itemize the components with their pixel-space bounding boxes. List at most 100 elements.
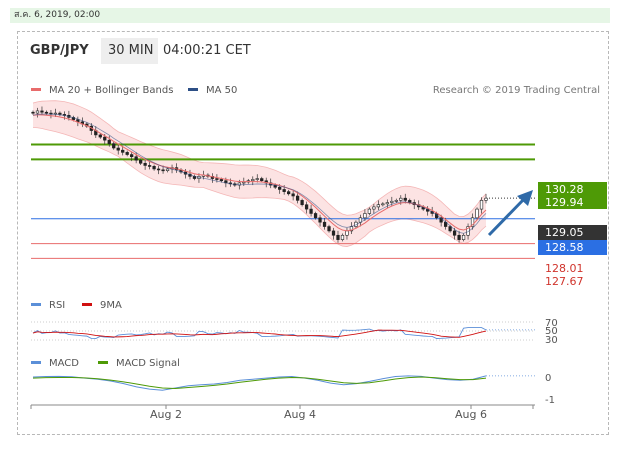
candle-body	[372, 206, 376, 210]
candle-body	[385, 202, 389, 205]
candle-body	[103, 136, 107, 141]
candle-body	[313, 213, 318, 219]
candle-body	[304, 204, 309, 210]
macd-line	[32, 375, 487, 391]
candle-body	[278, 186, 282, 190]
candle-body	[219, 179, 224, 182]
s1-label-bg	[538, 240, 607, 255]
legend-macd-signal-swatch	[98, 361, 108, 364]
legend-ma20-swatch	[31, 88, 41, 91]
candle-body	[381, 203, 385, 206]
legend-ma50-label: MA 50	[206, 85, 237, 96]
candle-body	[156, 168, 161, 171]
candle-body	[251, 179, 255, 182]
rsi-70-label: 70	[545, 318, 558, 329]
candle-body	[376, 204, 380, 208]
legend-rsi-label: RSI	[49, 300, 65, 311]
candle-body	[58, 112, 62, 115]
datetime-bar: ส.ค. 6, 2019, 02:00	[10, 8, 610, 23]
candle-body	[448, 226, 452, 232]
candle-body	[399, 197, 403, 201]
candle-body	[139, 159, 143, 164]
legend-macd-swatch	[31, 361, 41, 364]
candle-body	[336, 234, 340, 240]
candle-body	[134, 156, 138, 161]
candle-body	[107, 139, 111, 144]
candle-body	[452, 230, 457, 236]
candle-body	[161, 169, 165, 172]
rsi-line	[32, 327, 487, 339]
s3-label: 127.67	[545, 275, 584, 288]
candle-body	[345, 230, 349, 236]
candle-body	[475, 208, 479, 219]
r1-label-bg	[538, 182, 607, 196]
candle-body	[152, 166, 156, 170]
candle-body	[331, 230, 336, 236]
candle-body	[403, 197, 407, 201]
legend-ma50-swatch	[188, 88, 198, 91]
candle-body	[282, 189, 286, 192]
candle-body	[327, 226, 331, 232]
macd-neg1-label: -1	[545, 395, 555, 406]
time-label: 04:00:21 CET	[163, 43, 251, 58]
candle-body	[394, 200, 398, 202]
legend-macd-signal-label: MACD Signal	[116, 358, 180, 369]
candle-body	[44, 111, 49, 114]
candle-body	[309, 208, 313, 214]
candle-body	[461, 234, 466, 240]
candle-body	[242, 181, 246, 184]
interval-box	[101, 38, 158, 64]
x-ticks: Aug 2 Aug 4 Aug 6	[30, 405, 534, 421]
r2-label: 129.94	[545, 196, 584, 209]
candle-body	[130, 154, 134, 158]
candle-body	[260, 178, 264, 182]
pivot-label: 129.05	[545, 226, 584, 239]
legend-macd-label: MACD	[49, 358, 79, 369]
candle-body	[35, 110, 40, 114]
candle-body	[300, 200, 304, 206]
legend-9ma-swatch	[82, 303, 92, 306]
legend-ma20-label: MA 20 + Bollinger Bands	[49, 85, 173, 96]
candle-body	[98, 134, 102, 138]
candle-body	[31, 111, 35, 114]
candle-body	[295, 195, 300, 201]
x-tick-label: Aug 6	[455, 408, 487, 421]
bollinger-upper	[32, 100, 487, 217]
candle-body	[457, 234, 461, 240]
ma50-line	[32, 113, 487, 234]
candle-body	[116, 147, 120, 151]
s2-label: 128.01	[545, 262, 584, 275]
candle-body	[340, 234, 345, 240]
legend-9ma-label: 9MA	[100, 300, 122, 311]
candle-body	[147, 165, 152, 167]
r2-label-bg	[538, 195, 607, 209]
candle-body	[121, 149, 125, 153]
bollinger-bands	[32, 100, 487, 247]
candle-body	[484, 197, 488, 201]
legend-rsi-swatch	[31, 303, 41, 306]
bollinger-lower	[32, 127, 487, 247]
candle-body	[112, 143, 116, 149]
forecast-arrow-head	[517, 190, 533, 206]
candle-body	[255, 178, 259, 180]
macd-signal-line	[32, 376, 487, 389]
candle-body	[390, 200, 394, 203]
candle-body	[322, 221, 327, 227]
candle-body	[367, 208, 372, 214]
candle-body	[479, 200, 484, 210]
chart-frame	[17, 31, 609, 435]
candle-body	[40, 110, 44, 113]
candle-body	[363, 213, 367, 219]
macd-0-label: 0	[545, 373, 551, 384]
pivot-label-bg	[538, 225, 607, 240]
x-tick-label: Aug 2	[150, 408, 182, 421]
candle-body	[125, 152, 129, 155]
candle-body	[287, 191, 291, 195]
candle-body	[318, 217, 322, 223]
credit-label: Research © 2019 Trading Central	[433, 85, 600, 96]
symbol-label: GBP/JPY	[30, 43, 89, 58]
x-tick-label: Aug 4	[284, 408, 316, 421]
candle-body	[470, 217, 475, 227]
rsi-9ma-line	[32, 329, 487, 338]
